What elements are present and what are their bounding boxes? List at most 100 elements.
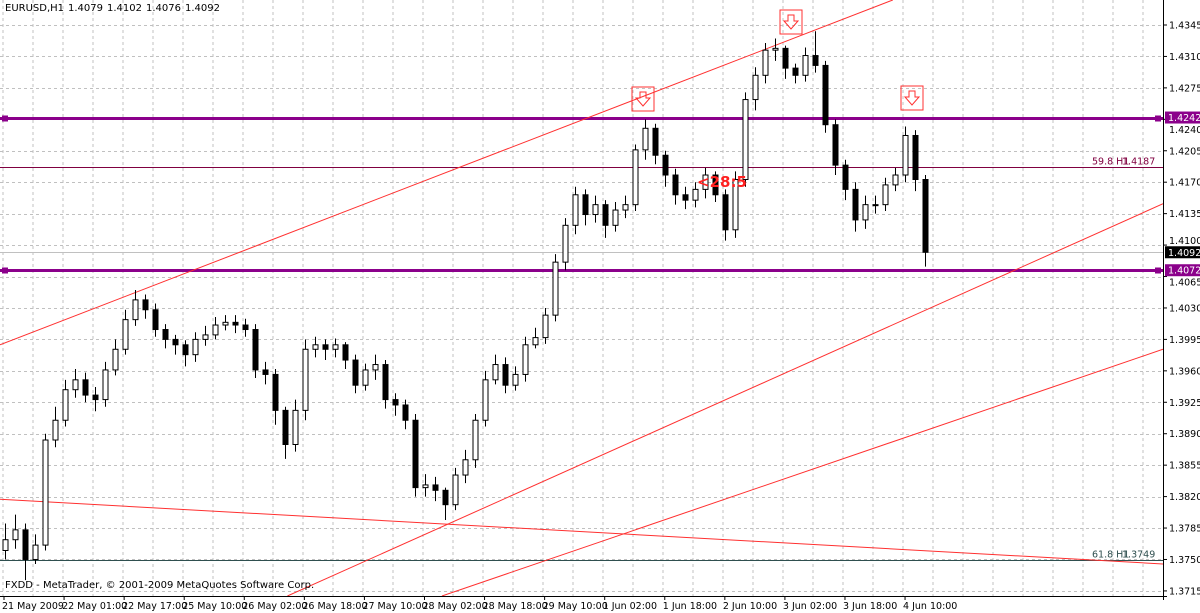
bear-candle-body <box>912 134 919 181</box>
bull-candle-body <box>512 373 519 386</box>
bear-candle-body <box>382 364 389 401</box>
candle <box>862 195 869 229</box>
candle <box>382 360 389 409</box>
bear-candle-body <box>652 127 659 156</box>
bid-price-label-bg <box>1165 246 1200 259</box>
arrow-box <box>631 86 655 112</box>
candle <box>622 195 629 219</box>
candle <box>72 369 79 398</box>
bear-candle-body <box>502 364 509 386</box>
bull-candle-body <box>12 529 19 541</box>
candle <box>372 354 379 380</box>
x-tick-label: 26 May 02:00 <box>242 601 307 612</box>
x-tick-label: 29 May 10:00 <box>543 601 608 612</box>
bear-candle-body <box>272 373 279 411</box>
level-price-label-bg <box>1165 264 1200 277</box>
candle <box>702 167 709 199</box>
candle <box>812 31 819 73</box>
bear-candle-body <box>682 194 689 201</box>
bear-candle-body <box>602 204 609 226</box>
y-tick-label: 1.3820 <box>1169 492 1200 503</box>
candle <box>32 534 39 564</box>
down-arrow-icon <box>779 9 803 35</box>
y-tick-label: 1.4100 <box>1169 236 1200 247</box>
candle <box>102 361 109 407</box>
bear-candle-body <box>22 529 29 560</box>
y-tick-label: 1.4135 <box>1169 209 1200 220</box>
x-tick-label: 4 Jun 10:00 <box>903 601 957 612</box>
arrow-glyph <box>634 91 652 107</box>
bull-candle-body <box>492 364 499 381</box>
level-handle <box>2 115 8 122</box>
candle <box>762 42 769 84</box>
trendline <box>0 0 893 346</box>
candle <box>712 171 719 202</box>
bull-candle-body <box>32 544 39 560</box>
fibonacci-level-price: 1.4187 <box>1122 157 1155 168</box>
level-handle <box>1155 267 1161 274</box>
bull-candle-body <box>372 364 379 371</box>
bear-candle-body <box>352 359 359 386</box>
y-tick-label: 1.3785 <box>1169 524 1200 535</box>
bear-candle-body <box>672 174 679 196</box>
candle <box>732 171 739 238</box>
candle <box>122 309 129 355</box>
fibonacci-level-name: 61.8 H1 <box>1092 550 1129 561</box>
chart-header: EURUSD,H1 1.4079 1.4102 1.4076 1.4092 <box>5 3 224 14</box>
candle <box>92 387 99 412</box>
bull-candle-body <box>882 184 889 206</box>
candle <box>922 175 929 267</box>
candle <box>592 195 599 223</box>
bull-candle-body <box>2 539 9 551</box>
bull-candle-body <box>192 338 199 356</box>
arrow-box <box>779 9 803 35</box>
level-price-label: 1.4072 <box>1168 266 1200 277</box>
bull-candle-body <box>542 314 549 339</box>
candle <box>582 189 589 226</box>
fibonacci-level-price: 1.3749 <box>1122 550 1155 561</box>
arrow-glyph <box>782 14 800 30</box>
bull-candle-body <box>132 299 139 321</box>
candle <box>2 523 9 560</box>
candle <box>822 60 829 133</box>
bull-candle-body <box>62 389 69 421</box>
candle <box>852 182 859 232</box>
y-tick-label: 1.4030 <box>1169 303 1200 314</box>
bid-price-label: 1.4092 <box>1168 248 1200 259</box>
bull-candle-body <box>862 204 869 221</box>
bull-candle-body <box>692 188 699 201</box>
candle <box>832 119 839 176</box>
candle <box>112 339 119 376</box>
candle <box>302 339 309 421</box>
candle <box>902 126 909 183</box>
bear-candle-body <box>242 324 249 331</box>
y-tick-label: 1.3715 <box>1169 586 1200 597</box>
bull-candle-body <box>532 337 539 346</box>
bear-candle-body <box>812 55 819 66</box>
candle <box>512 366 519 391</box>
bear-candle-body <box>662 154 669 176</box>
candle <box>642 119 649 160</box>
down-arrow-icon <box>900 85 924 111</box>
bull-candle-body <box>212 324 219 336</box>
y-tick-label: 1.3890 <box>1169 429 1200 440</box>
candle <box>662 150 669 187</box>
candle <box>252 324 259 379</box>
bear-candle-body <box>832 124 839 166</box>
candle <box>772 38 779 61</box>
trendline <box>0 498 1163 565</box>
y-tick-label: 1.3750 <box>1169 555 1200 566</box>
y-tick-label: 1.4275 <box>1169 83 1200 94</box>
candle <box>872 195 879 214</box>
candle <box>632 144 639 211</box>
candle <box>452 467 459 511</box>
bull-candle-body <box>202 334 209 340</box>
x-tick-label: 2 Jun 10:00 <box>723 601 777 612</box>
y-tick-label: 1.4205 <box>1169 146 1200 157</box>
candle <box>882 177 889 211</box>
y-tick-label: 1.4240 <box>1169 125 1200 136</box>
ohlc-open: 1.4079 <box>68 3 104 14</box>
candle <box>62 379 69 427</box>
bear-candle-body <box>142 299 149 311</box>
